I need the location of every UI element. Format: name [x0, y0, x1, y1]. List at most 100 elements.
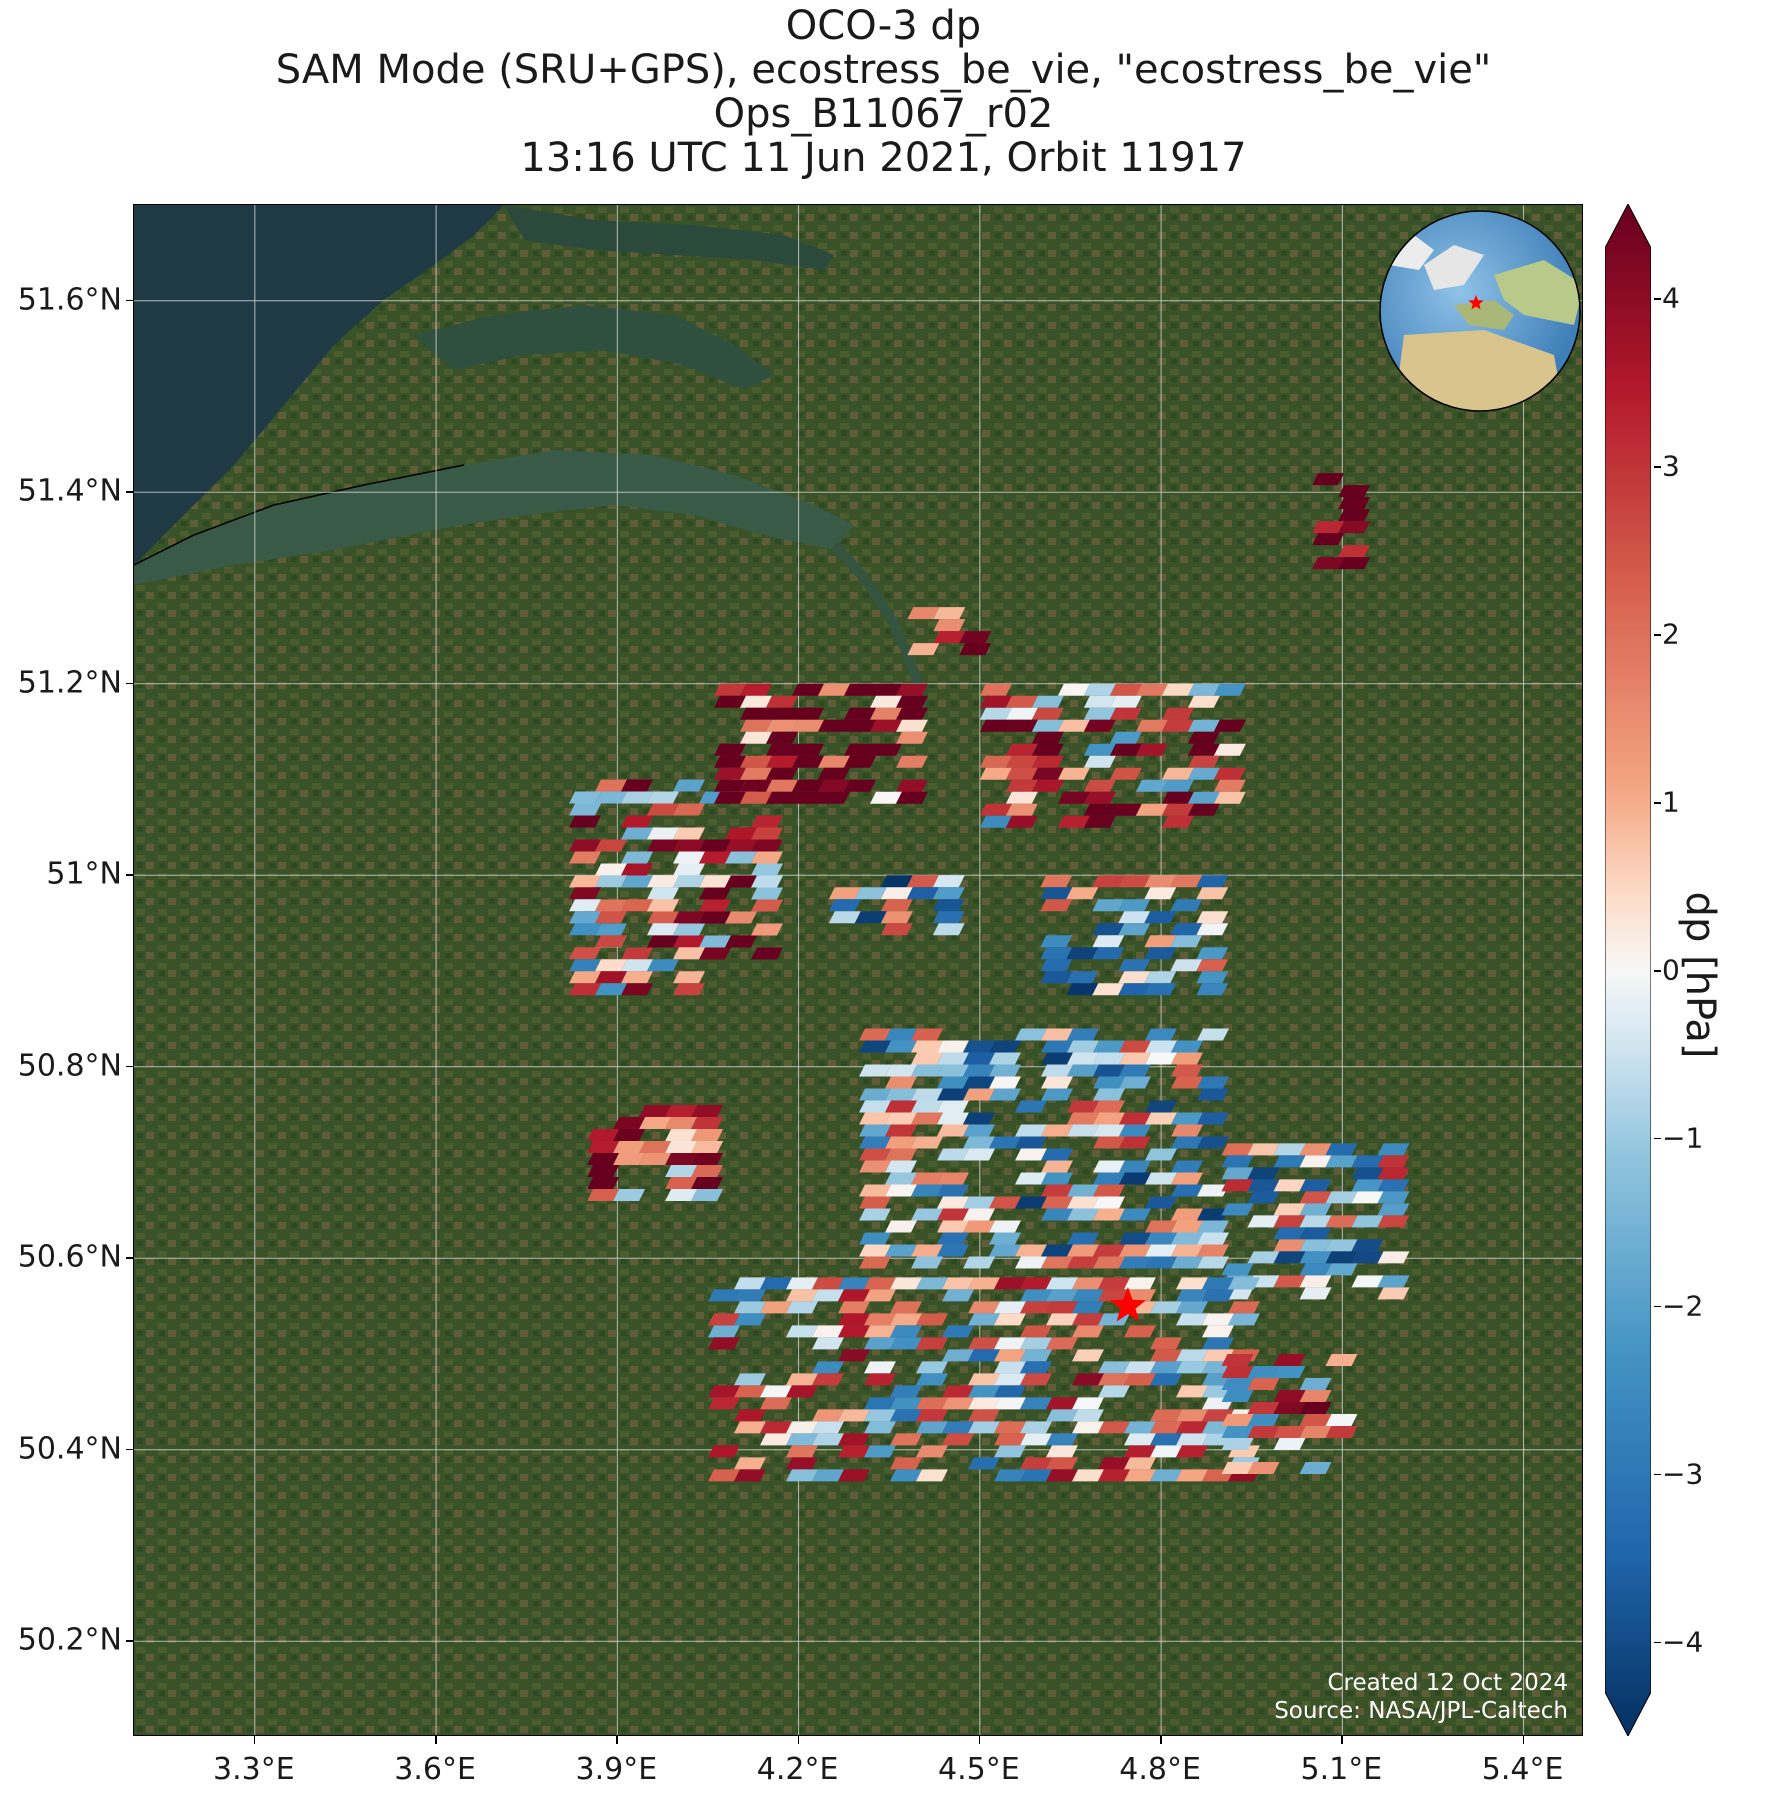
sounding-pixel: [587, 1177, 620, 1190]
sounding-pixel: [1171, 1208, 1203, 1221]
sounding-pixel: [1045, 1301, 1078, 1314]
sounding-pixel: [1247, 1366, 1280, 1378]
sounding-pixel: [1066, 983, 1099, 996]
sounding-pixel: [785, 1301, 818, 1314]
sounding-pixel: [885, 1220, 917, 1233]
sounding-pixel: [1187, 791, 1220, 804]
sounding-pixel: [569, 791, 601, 804]
sounding-pixel: [933, 607, 966, 620]
sounding-pixel: [1093, 1040, 1125, 1053]
sounding-pixel: [1247, 1402, 1280, 1414]
sounding-pixel: [1093, 1052, 1125, 1065]
sounding-pixel: [1097, 1457, 1130, 1470]
sounding-pixel: [1351, 1215, 1384, 1228]
sounding-pixel: [1109, 683, 1142, 696]
sounding-pixel: [647, 935, 679, 948]
sounding-pixel: [733, 1469, 766, 1482]
sounding-pixel: [1092, 947, 1125, 960]
sounding-pixel: [1149, 1409, 1182, 1422]
sounding-pixel: [1109, 731, 1142, 744]
sounding-pixel: [1325, 1414, 1358, 1426]
sounding-pixel: [837, 1301, 870, 1314]
sounding-pixel: [1093, 1208, 1125, 1221]
sounding-pixel: [859, 1160, 891, 1173]
sounding-pixel: [1171, 1220, 1203, 1233]
colorbar-tick-mark: [1654, 802, 1661, 804]
sounding-pixel: [1299, 1215, 1332, 1228]
sounding-pixel: [733, 1301, 766, 1314]
sounding-pixel: [613, 1189, 646, 1202]
sounding-pixel: [1299, 1378, 1332, 1390]
sounding-pixel: [733, 1385, 766, 1398]
sounding-pixel: [1067, 1064, 1099, 1077]
sounding-pixel: [1093, 1076, 1125, 1089]
sounding-pixel: [751, 923, 783, 936]
sounding-pixel: [587, 1189, 620, 1202]
sounding-pixel: [1067, 1052, 1099, 1065]
sounding-pixel: [859, 1148, 891, 1161]
sounding-pixel: [937, 1220, 969, 1233]
colorbar-tick-mark: [1654, 1137, 1661, 1140]
map-canvas[interactable]: [134, 205, 1583, 1736]
sounding-pixel: [911, 1040, 943, 1053]
map-panel[interactable]: Created 12 Oct 2024 Source: NASA/JPL-Cal…: [133, 204, 1583, 1736]
sounding-pixel: [880, 875, 913, 888]
sounding-pixel: [1171, 1136, 1203, 1149]
sounding-pixel: [889, 1397, 922, 1410]
sounding-pixel: [751, 875, 783, 888]
sounding-pixel: [785, 1445, 818, 1458]
sounding-pixel: [932, 911, 965, 924]
sounding-pixel: [714, 683, 746, 696]
sounding-pixel: [766, 791, 798, 804]
sounding-pixel: [1040, 971, 1073, 984]
sounding-pixel: [1083, 695, 1116, 708]
sounding-pixel: [993, 1301, 1026, 1314]
sounding-pixel: [1196, 959, 1229, 972]
sounding-pixel: [1071, 1313, 1104, 1326]
sounding-pixel: [932, 875, 965, 888]
sounding-pixel: [1325, 1426, 1358, 1438]
sounding-pixel: [993, 1361, 1026, 1374]
sounding-pixel: [673, 923, 705, 936]
sounding-pixel: [1221, 1438, 1254, 1450]
sounding-pixel: [1175, 1385, 1208, 1398]
sounding-pixel: [1119, 1052, 1151, 1065]
sounding-pixel: [937, 1064, 969, 1077]
sounding-pixel: [1057, 815, 1090, 828]
sounding-pixel: [1196, 875, 1229, 888]
sounding-pixel: [967, 1277, 1000, 1290]
sounding-pixel: [1196, 983, 1229, 996]
sounding-pixel: [1144, 935, 1177, 948]
sounding-pixel: [699, 911, 731, 924]
sounding-pixel: [937, 1076, 969, 1089]
sounding-pixel: [621, 899, 653, 912]
sounding-pixel: [837, 1433, 870, 1446]
sounding-pixel: [915, 1469, 948, 1482]
sounding-pixel: [963, 1040, 995, 1053]
sounding-pixel: [1325, 1215, 1358, 1228]
sounding-pixel: [896, 755, 928, 768]
sounding-pixel: [766, 767, 798, 780]
sounding-pixel: [1171, 1076, 1203, 1089]
sounding-pixel: [621, 827, 653, 840]
sounding-pixel: [647, 791, 679, 804]
sounding-pixel: [811, 1409, 844, 1422]
sounding-pixel: [963, 1148, 995, 1161]
sounding-pixel: [587, 1141, 620, 1154]
sounding-pixel: [1005, 803, 1038, 816]
sounding-pixel: [1123, 1433, 1156, 1446]
sounding-pixel: [885, 1100, 917, 1113]
sounding-pixel: [963, 1220, 995, 1233]
colorbar-tick-mark: [1654, 298, 1661, 300]
sounding-pixel: [1031, 779, 1064, 792]
sounding-pixel: [647, 911, 679, 924]
sounding-pixel: [1149, 1421, 1182, 1434]
sounding-pixel: [1197, 1136, 1229, 1149]
sounding-pixel: [885, 1136, 917, 1149]
sounding-pixel: [1067, 1100, 1099, 1113]
sounding-pixel: [1312, 557, 1345, 570]
sounding-pixel: [818, 779, 850, 792]
sounding-pixel: [967, 1385, 1000, 1398]
sounding-pixel: [1019, 1289, 1052, 1302]
sounding-pixel: [859, 1088, 891, 1101]
